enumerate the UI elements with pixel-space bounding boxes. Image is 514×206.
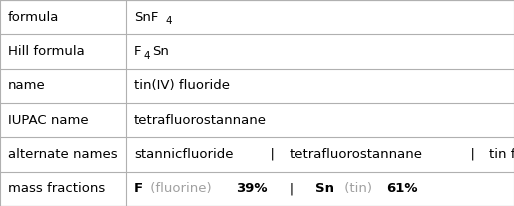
Text: 4: 4 bbox=[166, 16, 172, 26]
Text: alternate names: alternate names bbox=[8, 148, 118, 161]
Text: Hill formula: Hill formula bbox=[8, 45, 85, 58]
Text: 39%: 39% bbox=[236, 182, 267, 195]
Text: tetrafluorostannane: tetrafluorostannane bbox=[290, 148, 423, 161]
Text: (tin): (tin) bbox=[340, 182, 376, 195]
Text: tin fluorides: tin fluorides bbox=[489, 148, 514, 161]
Text: Sn: Sn bbox=[315, 182, 334, 195]
Text: stannicfluoride: stannicfluoride bbox=[134, 148, 233, 161]
Text: |: | bbox=[262, 148, 284, 161]
Text: F: F bbox=[134, 45, 141, 58]
Text: formula: formula bbox=[8, 11, 60, 24]
Text: (fluorine): (fluorine) bbox=[146, 182, 216, 195]
Text: |: | bbox=[277, 182, 306, 195]
Text: F: F bbox=[134, 182, 143, 195]
Text: 4: 4 bbox=[144, 51, 150, 61]
Text: IUPAC name: IUPAC name bbox=[8, 114, 88, 127]
Text: tetrafluorostannane: tetrafluorostannane bbox=[134, 114, 267, 127]
Text: mass fractions: mass fractions bbox=[8, 182, 105, 195]
Text: name: name bbox=[8, 79, 46, 92]
Text: tin(IV) fluoride: tin(IV) fluoride bbox=[134, 79, 230, 92]
Text: Sn: Sn bbox=[152, 45, 169, 58]
Text: SnF: SnF bbox=[134, 11, 158, 24]
Text: 61%: 61% bbox=[387, 182, 418, 195]
Text: |: | bbox=[462, 148, 483, 161]
